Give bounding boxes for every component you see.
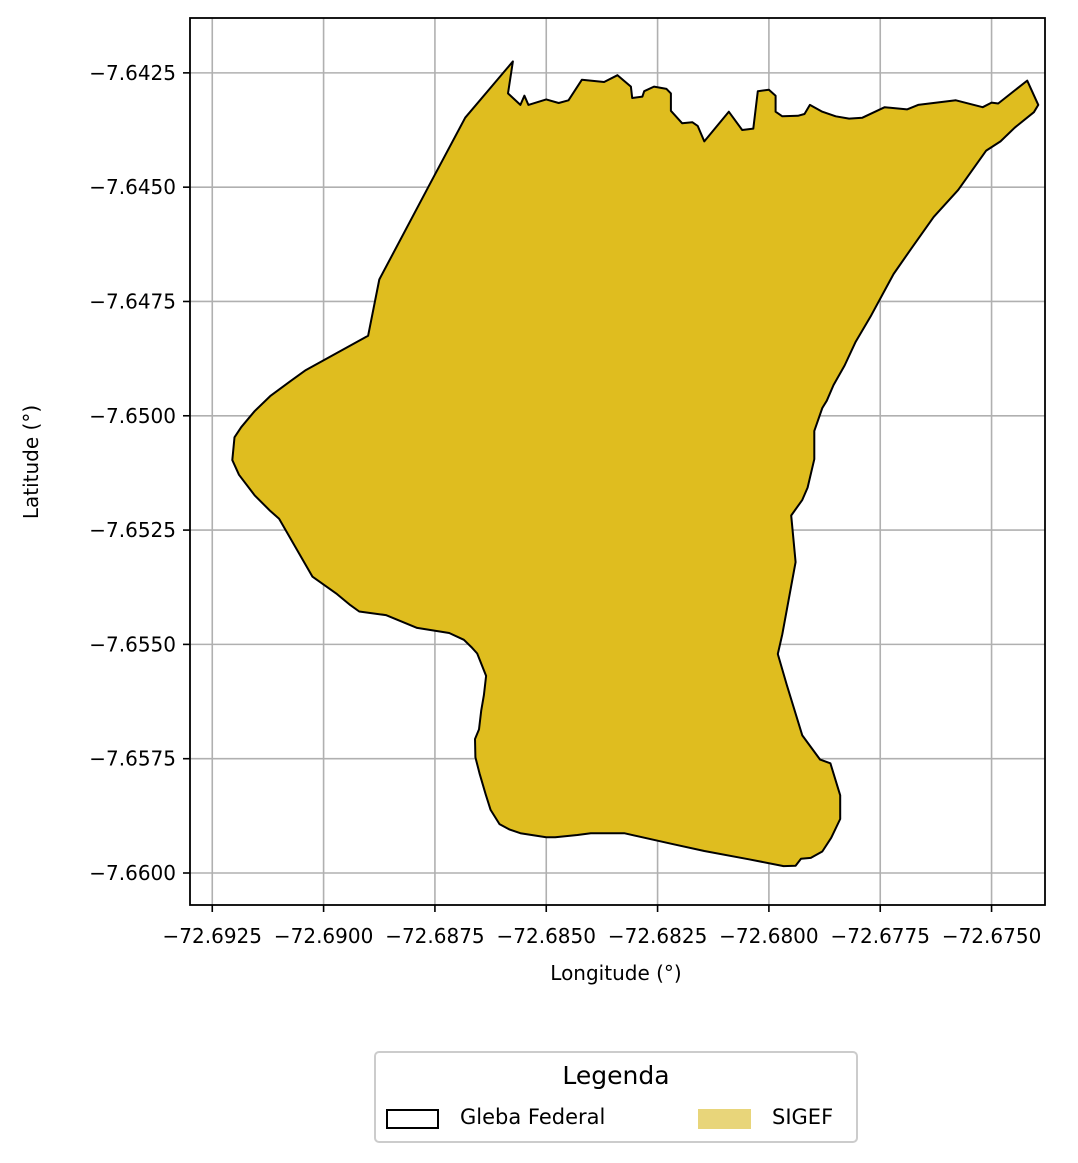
legend-swatch-outline: [386, 1109, 439, 1129]
legend-box: Legenda Gleba Federal SIGEF: [374, 1051, 858, 1143]
x-tick-label: −72.6775: [831, 924, 930, 948]
x-tick-label: −72.6925: [163, 924, 262, 948]
x-tick-label: −72.6900: [274, 924, 373, 948]
x-tick-label: −72.6825: [608, 924, 707, 948]
y-tick-label: −7.6525: [89, 518, 176, 542]
y-ticks: −7.6425 −7.6450 −7.6475 −7.6500 −7.6525 −7.65…: [89, 61, 190, 885]
x-ticks: −72.6925 −72.6900 −72.6875 −72.6850 −72.6825…: [163, 905, 1041, 948]
y-tick-label: −7.6450: [89, 175, 176, 199]
plot-frame: [189, 17, 1046, 906]
legend-label-gleba-federal: Gleba Federal: [460, 1105, 606, 1129]
legend-title: Legenda: [562, 1061, 670, 1090]
y-tick-label: −7.6575: [89, 747, 176, 771]
legend-swatch-fill: [698, 1109, 751, 1129]
y-tick-label: −7.6425: [89, 61, 176, 85]
legend-label-sigef: SIGEF: [772, 1105, 834, 1129]
x-tick-label: −72.6750: [942, 924, 1041, 948]
y-axis-title: Latitude (°): [19, 405, 43, 519]
y-tick-label: −7.6475: [89, 289, 176, 313]
gleba-federal-polygon: [231, 60, 1040, 868]
y-tick-label: −7.6600: [89, 861, 176, 885]
y-tick-label: −7.6500: [89, 404, 176, 428]
x-tick-label: −72.6800: [719, 924, 818, 948]
x-tick-label: −72.6875: [385, 924, 484, 948]
map-figure: −72.6925 −72.6900 −72.6875 −72.6850 −72.6825…: [19, 17, 1046, 985]
polygon-layer: [231, 60, 1040, 868]
x-axis-title: Longitude (°): [550, 961, 681, 985]
y-tick-label: −7.6550: [89, 632, 176, 656]
x-tick-label: −72.6850: [497, 924, 596, 948]
